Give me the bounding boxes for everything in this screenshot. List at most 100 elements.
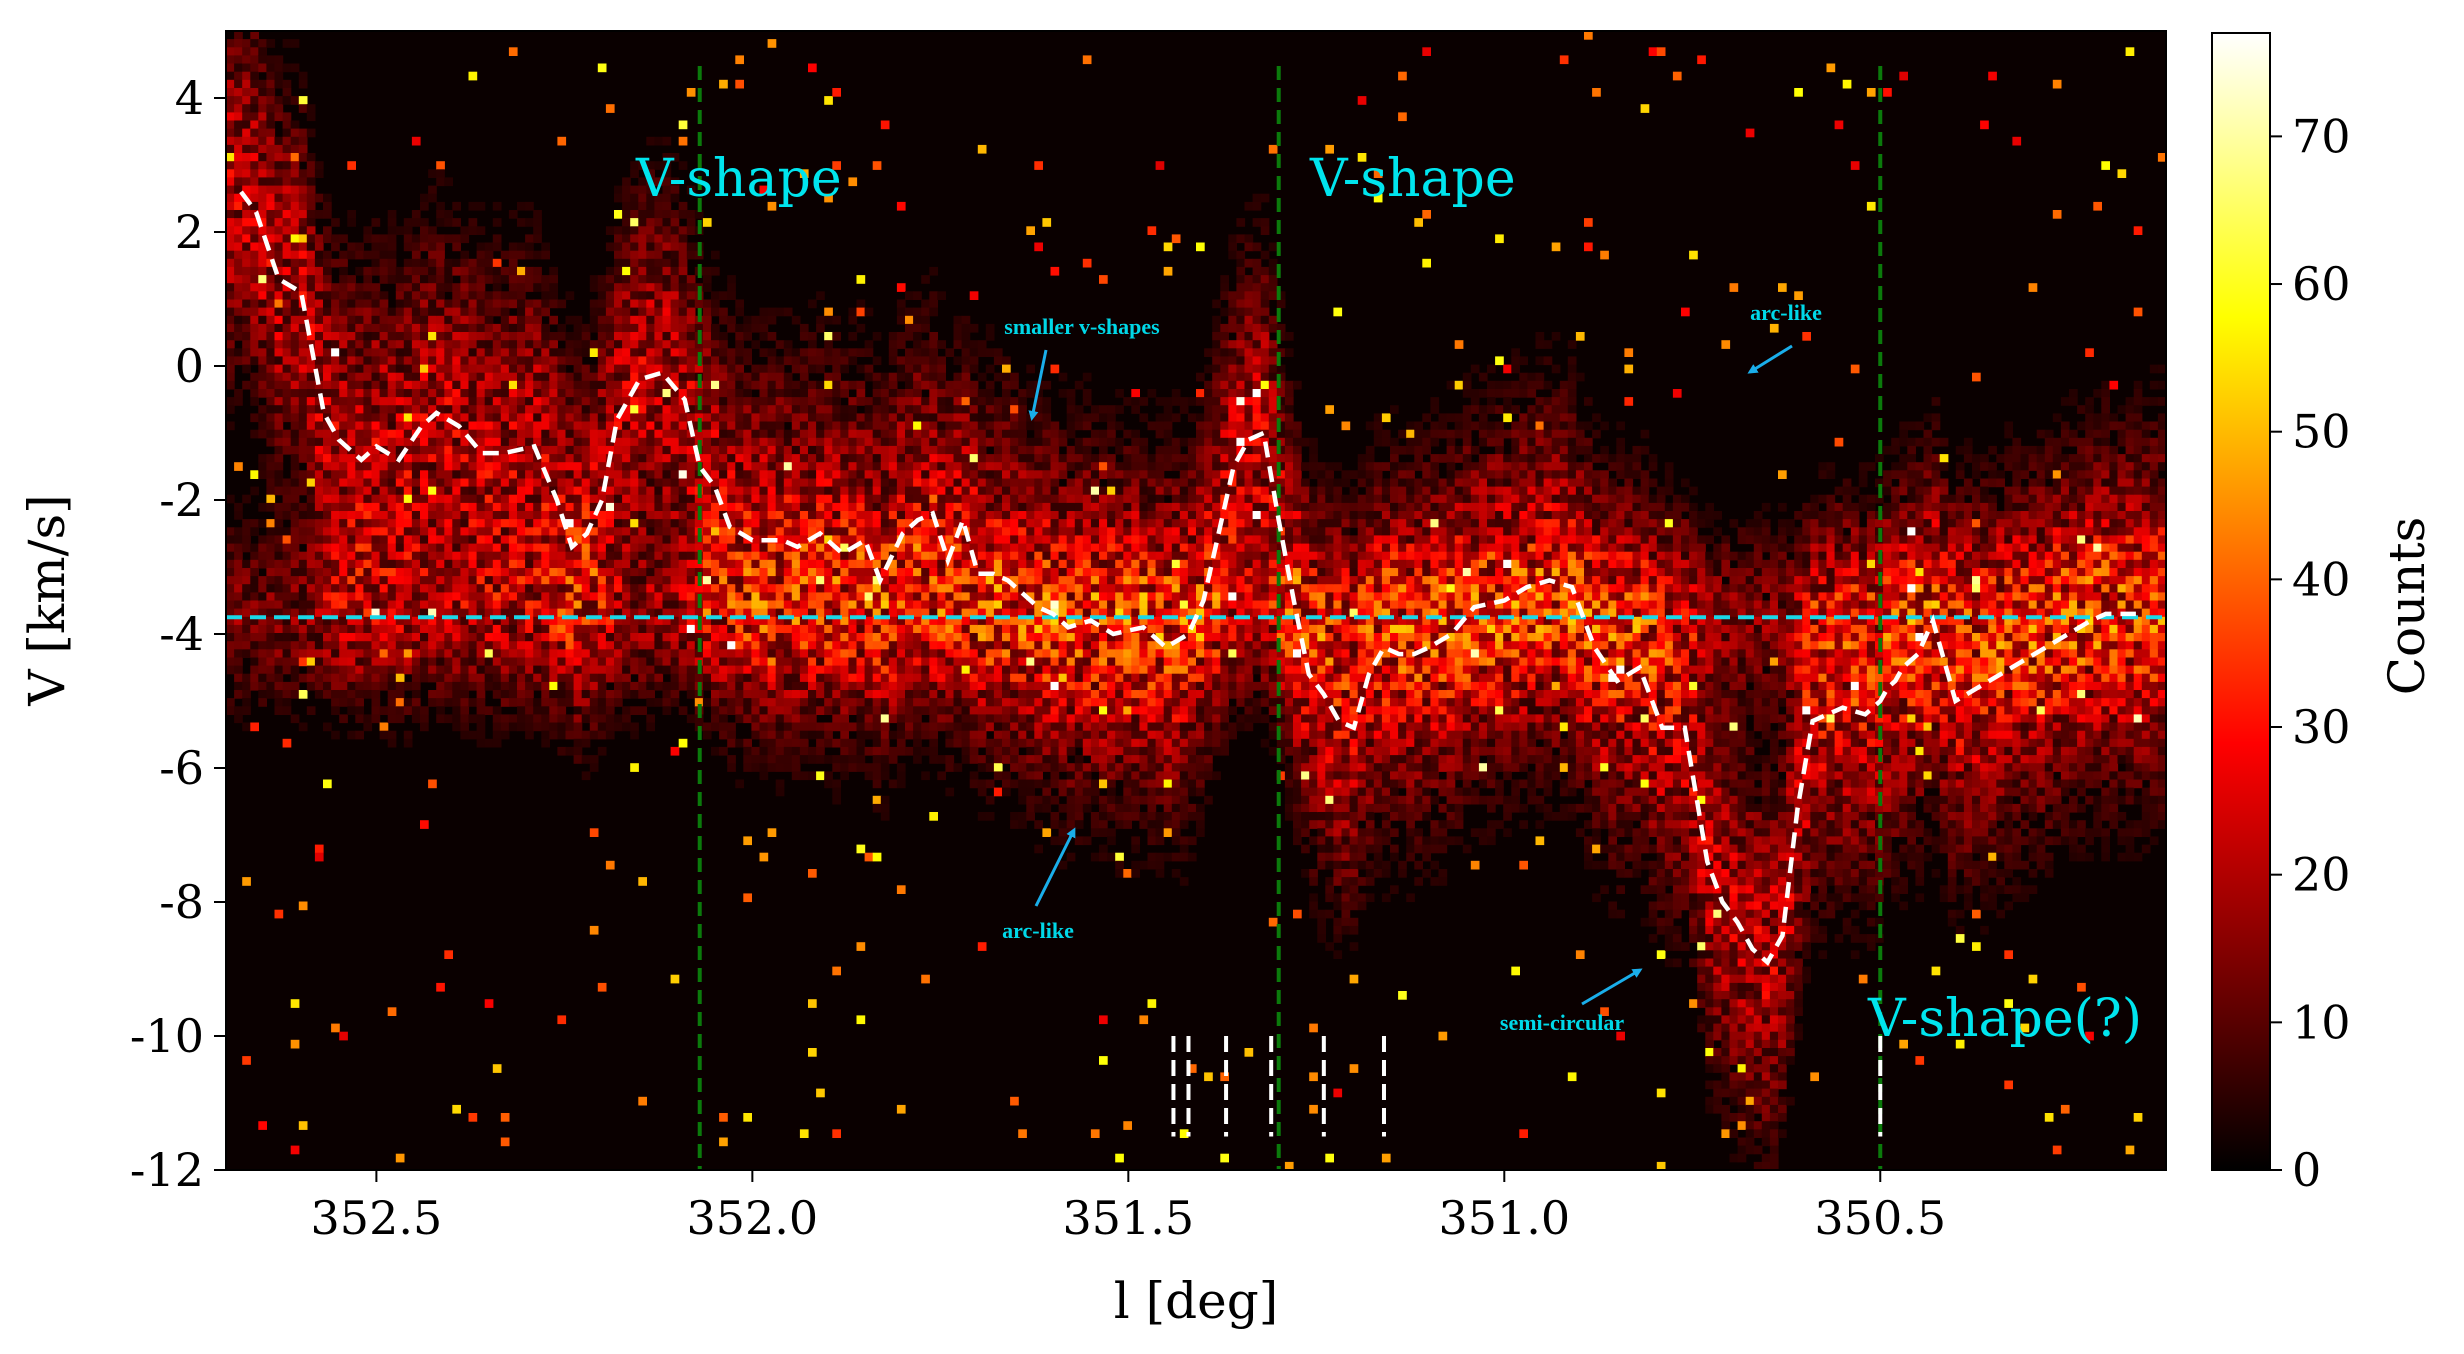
heatmap-cell bbox=[767, 405, 777, 414]
heatmap-cell bbox=[711, 372, 720, 382]
heatmap-cell bbox=[274, 397, 284, 406]
heatmap-cell bbox=[395, 470, 405, 479]
heatmap-cell bbox=[274, 551, 284, 561]
heatmap-cell bbox=[824, 771, 833, 781]
heatmap-cell bbox=[476, 462, 486, 471]
heatmap-cell bbox=[323, 478, 332, 488]
heatmap-cell bbox=[549, 494, 558, 504]
heatmap-cell bbox=[476, 226, 486, 235]
heatmap-cell bbox=[605, 380, 615, 390]
heatmap-cell bbox=[605, 714, 615, 724]
heatmap-cell bbox=[541, 698, 550, 707]
heatmap-cell bbox=[743, 746, 752, 756]
heatmap-cell bbox=[420, 291, 429, 300]
heatmap-cell bbox=[242, 576, 251, 585]
heatmap-cell bbox=[759, 185, 769, 195]
heatmap-cell bbox=[727, 462, 736, 471]
heatmap-cell bbox=[420, 502, 429, 512]
heatmap-cell bbox=[702, 624, 712, 634]
heatmap-cell bbox=[622, 608, 631, 618]
heatmap-cell bbox=[662, 429, 672, 439]
heatmap-cell bbox=[266, 641, 276, 650]
heatmap-cell bbox=[411, 673, 421, 683]
heatmap-cell bbox=[767, 462, 777, 471]
heatmap-cell bbox=[250, 299, 259, 309]
heatmap-cell bbox=[848, 332, 858, 341]
heatmap-cell bbox=[403, 527, 413, 536]
heatmap-cell bbox=[274, 543, 284, 553]
heatmap-cell bbox=[759, 706, 769, 715]
heatmap-cell bbox=[767, 470, 777, 479]
heatmap-cell bbox=[864, 340, 874, 349]
heatmap-cell bbox=[670, 633, 680, 642]
heatmap-cell bbox=[428, 315, 437, 325]
heatmap-cell bbox=[735, 706, 744, 715]
heatmap-cell bbox=[727, 511, 736, 520]
heatmap-cell bbox=[258, 551, 267, 561]
heatmap-cell bbox=[274, 71, 284, 81]
heatmap-cell bbox=[711, 649, 720, 658]
heatmap-cell bbox=[533, 315, 542, 325]
heatmap-cell bbox=[808, 698, 817, 707]
heatmap-cell bbox=[662, 633, 672, 642]
heatmap-cell bbox=[323, 494, 332, 504]
heatmap-cell bbox=[783, 462, 793, 471]
heatmap-cell bbox=[363, 462, 373, 471]
heatmap-cell bbox=[242, 340, 251, 349]
heatmap-cell bbox=[339, 535, 348, 545]
heatmap-cell bbox=[735, 608, 744, 618]
heatmap-cell bbox=[428, 275, 437, 284]
heatmap-cell bbox=[622, 389, 631, 398]
heatmap-cell bbox=[436, 250, 445, 260]
heatmap-cell bbox=[420, 445, 429, 455]
heatmap-cell bbox=[411, 266, 421, 276]
heatmap-cell bbox=[274, 356, 284, 366]
heatmap-cell bbox=[517, 551, 526, 561]
heatmap-cell bbox=[646, 584, 655, 593]
heatmap-cell bbox=[339, 616, 348, 626]
heatmap-cell bbox=[589, 348, 599, 357]
heatmap-cell bbox=[468, 372, 478, 382]
heatmap-cell bbox=[492, 299, 502, 309]
heatmap-cell bbox=[242, 210, 251, 219]
heatmap-cell bbox=[242, 364, 251, 374]
heatmap-cell bbox=[306, 559, 316, 569]
heatmap-cell bbox=[654, 454, 664, 463]
heatmap-cell bbox=[832, 413, 841, 423]
heatmap-cell bbox=[484, 527, 494, 536]
heatmap-cell bbox=[759, 568, 769, 577]
heatmap-cell bbox=[670, 397, 680, 406]
heatmap-cell bbox=[638, 657, 647, 667]
heatmap-cell bbox=[678, 421, 688, 431]
heatmap-cell bbox=[371, 348, 381, 357]
heatmap-cell bbox=[290, 291, 300, 300]
heatmap-cell bbox=[783, 592, 793, 602]
heatmap-cell bbox=[589, 315, 599, 325]
heatmap-cell bbox=[420, 299, 429, 309]
heatmap-cell bbox=[290, 551, 300, 561]
heatmap-cell bbox=[420, 323, 429, 333]
heatmap-cell bbox=[517, 600, 526, 610]
heatmap-cell bbox=[799, 486, 809, 496]
heatmap-cell bbox=[314, 413, 324, 423]
heatmap-cell bbox=[791, 633, 801, 642]
heatmap-cell bbox=[872, 714, 882, 724]
heatmap-cell bbox=[880, 755, 890, 764]
heatmap-cell bbox=[654, 372, 664, 382]
heatmap-cell bbox=[533, 332, 542, 341]
heatmap-cell bbox=[436, 364, 445, 374]
heatmap-cell bbox=[759, 738, 769, 748]
heatmap-cell bbox=[266, 527, 276, 536]
heatmap-cell bbox=[646, 681, 655, 691]
heatmap-cell bbox=[484, 502, 494, 512]
heatmap-cell bbox=[622, 258, 631, 268]
heatmap-cell bbox=[258, 535, 267, 545]
heatmap-cell bbox=[638, 445, 647, 455]
heatmap-cell bbox=[711, 478, 720, 488]
heatmap-cell bbox=[549, 389, 558, 398]
heatmap-cell bbox=[266, 283, 276, 292]
heatmap-cell bbox=[702, 275, 712, 284]
heatmap-cell bbox=[880, 454, 890, 463]
heatmap-cell bbox=[832, 698, 841, 707]
heatmap-cell bbox=[848, 738, 858, 748]
